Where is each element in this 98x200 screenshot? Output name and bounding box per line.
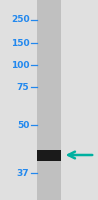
Text: 250: 250 (11, 16, 29, 24)
Bar (37, 0, 61, 200)
Text: 50: 50 (17, 120, 29, 130)
Text: 150: 150 (11, 38, 29, 47)
Text: 100: 100 (11, 60, 29, 70)
Bar (37, 150, 61, 161)
Text: 75: 75 (17, 82, 29, 92)
Text: 37: 37 (17, 168, 29, 178)
